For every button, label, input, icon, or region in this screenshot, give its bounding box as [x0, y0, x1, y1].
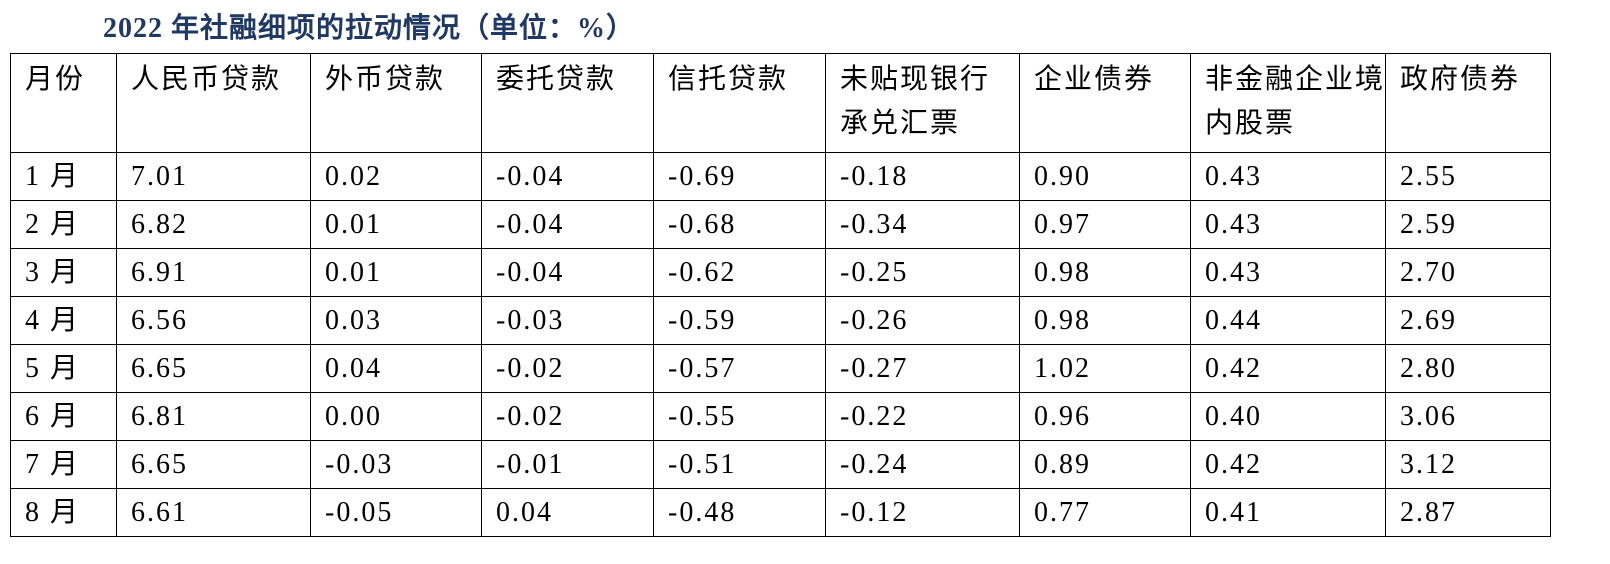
table-cell: 0.00: [310, 392, 482, 441]
column-header: 人民币贷款: [116, 53, 311, 153]
column-header: 未贴现银行承兑汇票: [825, 53, 1020, 153]
table-cell: 2.59: [1385, 200, 1551, 249]
table-cell: -0.62: [653, 248, 826, 297]
data-table: 月份 人民币贷款 外币贷款 委托贷款 信托贷款 未贴现银行承兑汇票 企业债券 非金融企业境内股…: [10, 53, 1551, 537]
column-header: 外币贷款: [310, 53, 482, 153]
table-cell: -0.02: [481, 344, 654, 393]
data-row: 3 月 6.91 0.01 -0.04 -0.62 -0.25 0.98 0.43 2.70: [10, 248, 1551, 297]
table-cell: 0.43: [1190, 200, 1386, 249]
table-cell: -0.57: [653, 344, 826, 393]
table-cell: 3.06: [1385, 392, 1551, 441]
table-cell: 2.69: [1385, 296, 1551, 345]
row-label: 6 月: [10, 392, 117, 441]
table-cell: 6.91: [116, 248, 311, 297]
table-cell: -0.69: [653, 152, 826, 201]
table-cell: 0.43: [1190, 152, 1386, 201]
column-header: 委托贷款: [481, 53, 654, 153]
row-label: 8 月: [10, 488, 117, 537]
table-cell: 0.01: [310, 200, 482, 249]
data-row: 2 月 6.82 0.01 -0.04 -0.68 -0.34 0.97 0.43 2.59: [10, 200, 1551, 249]
table-cell: 6.65: [116, 344, 311, 393]
table-cell: -0.01: [481, 440, 654, 489]
table-cell: -0.05: [310, 488, 482, 537]
table-cell: 0.42: [1190, 440, 1386, 489]
table-cell: -0.12: [825, 488, 1020, 537]
table-cell: -0.59: [653, 296, 826, 345]
header-row: 月份 人民币贷款 外币贷款 委托贷款 信托贷款 未贴现银行承兑汇票 企业债券 非金融企业境内股…: [10, 53, 1551, 153]
table-cell: -0.03: [310, 440, 482, 489]
table-cell: 0.90: [1019, 152, 1191, 201]
row-label: 3 月: [10, 248, 117, 297]
table-cell: 0.43: [1190, 248, 1386, 297]
table-cell: -0.03: [481, 296, 654, 345]
table-cell: 6.65: [116, 440, 311, 489]
table-cell: 2.80: [1385, 344, 1551, 393]
table-cell: 6.61: [116, 488, 311, 537]
table-cell: 0.96: [1019, 392, 1191, 441]
table-cell: -0.68: [653, 200, 826, 249]
table-cell: -0.34: [825, 200, 1020, 249]
table-cell: -0.51: [653, 440, 826, 489]
table-cell: 0.01: [310, 248, 482, 297]
table-cell: 0.04: [481, 488, 654, 537]
table-cell: 0.41: [1190, 488, 1386, 537]
table-cell: 6.82: [116, 200, 311, 249]
table-cell: 0.98: [1019, 296, 1191, 345]
row-label: 7 月: [10, 440, 117, 489]
table-cell: -0.26: [825, 296, 1020, 345]
data-row: 7 月 6.65 -0.03 -0.01 -0.51 -0.24 0.89 0.42 3.12: [10, 440, 1551, 489]
table-cell: 0.44: [1190, 296, 1386, 345]
table-cell: -0.04: [481, 200, 654, 249]
table-cell: 0.40: [1190, 392, 1386, 441]
data-row: 1 月 7.01 0.02 -0.04 -0.69 -0.18 0.90 0.43 2.55: [10, 152, 1551, 201]
table-cell: 0.04: [310, 344, 482, 393]
table-cell: -0.48: [653, 488, 826, 537]
table-cell: 2.87: [1385, 488, 1551, 537]
table-cell: 0.97: [1019, 200, 1191, 249]
table-cell: -0.25: [825, 248, 1020, 297]
column-header: 非金融企业境内股票: [1190, 53, 1386, 153]
table-cell: 0.02: [310, 152, 482, 201]
column-header: 信托贷款: [653, 53, 826, 153]
table-cell: -0.27: [825, 344, 1020, 393]
column-header: 政府债券: [1385, 53, 1551, 153]
table-cell: 0.77: [1019, 488, 1191, 537]
table-cell: -0.18: [825, 152, 1020, 201]
table-cell: -0.04: [481, 248, 654, 297]
table-cell: -0.24: [825, 440, 1020, 489]
table-cell: -0.04: [481, 152, 654, 201]
table-cell: 0.89: [1019, 440, 1191, 489]
row-label: 5 月: [10, 344, 117, 393]
row-label: 4 月: [10, 296, 117, 345]
column-header: 月份: [10, 53, 117, 153]
row-label: 2 月: [10, 200, 117, 249]
table-cell: 0.42: [1190, 344, 1386, 393]
table-title: 2022 年社融细项的拉动情况（单位：%）: [103, 13, 636, 44]
table-cell: 2.55: [1385, 152, 1551, 201]
table-cell: 7.01: [116, 152, 311, 201]
table-cell: -0.55: [653, 392, 826, 441]
data-row: 8 月 6.61 -0.05 0.04 -0.48 -0.12 0.77 0.41 2.87: [10, 488, 1551, 537]
data-row: 6 月 6.81 0.00 -0.02 -0.55 -0.22 0.96 0.40 3.06: [10, 392, 1551, 441]
data-row: 4 月 6.56 0.03 -0.03 -0.59 -0.26 0.98 0.44 2.69: [10, 296, 1551, 345]
row-label: 1 月: [10, 152, 117, 201]
data-row: 5 月 6.65 0.04 -0.02 -0.57 -0.27 1.02 0.42 2.80: [10, 344, 1551, 393]
table-cell: 2.70: [1385, 248, 1551, 297]
table-cell: 0.03: [310, 296, 482, 345]
table-cell: 6.56: [116, 296, 311, 345]
table-cell: 3.12: [1385, 440, 1551, 489]
table-cell: 6.81: [116, 392, 311, 441]
table-cell: 0.98: [1019, 248, 1191, 297]
table-cell: -0.02: [481, 392, 654, 441]
table-body: 月份 人民币贷款 外币贷款 委托贷款 信托贷款 未贴现银行承兑汇票 企业债券 非金融企业境内股…: [10, 53, 1551, 537]
column-header: 企业债券: [1019, 53, 1191, 153]
table-cell: 1.02: [1019, 344, 1191, 393]
table-cell: -0.22: [825, 392, 1020, 441]
